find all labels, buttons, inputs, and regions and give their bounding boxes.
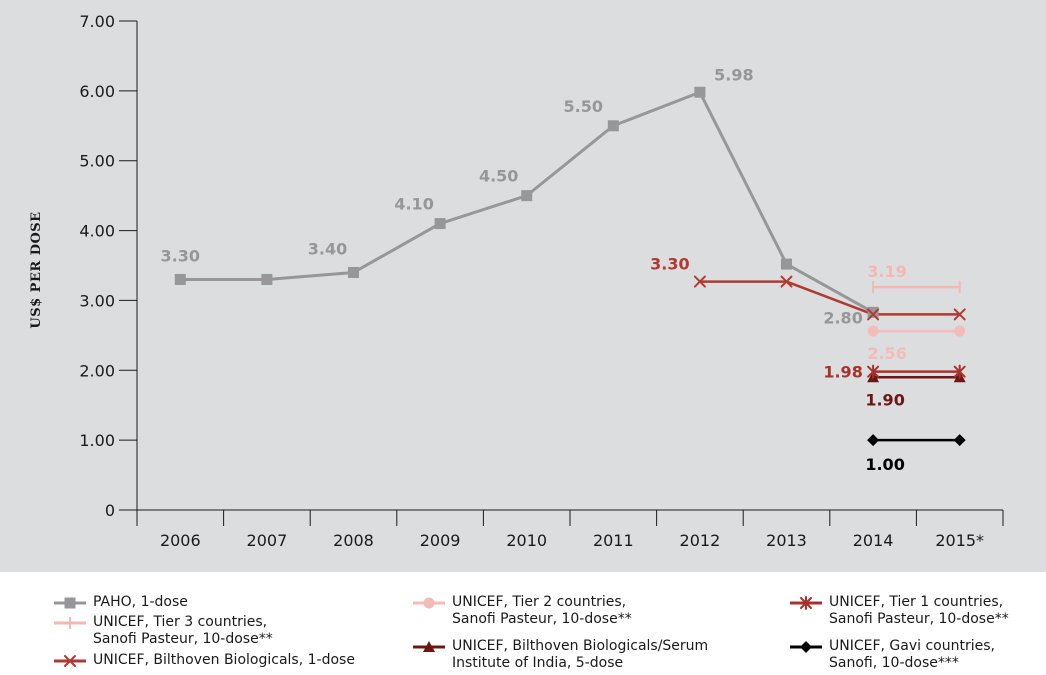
data-label: 5.50 — [564, 97, 603, 116]
x-tick-label: 2013 — [766, 531, 807, 550]
legend-item-unicef-bilthoven-serum-5-dose: UNICEF, Bilthoven Biologicals/Serum Inst… — [412, 638, 708, 672]
line-chart: 0 1.00 2.00 3.00 4.00 5.00 6.00 7.00 2006 2007 200… — [29, 12, 1004, 550]
legend-item-unicef-gavi: UNICEF, Gavi countries, Sanofi, 10-dose*… — [789, 638, 995, 672]
legend-label: PAHO, 1-dose — [93, 594, 188, 610]
legend-item-unicef-tier-2: UNICEF, Tier 2 countries, Sanofi Pasteur… — [412, 594, 632, 628]
data-point-marker — [953, 308, 966, 321]
legend-swatch-group — [413, 597, 445, 609]
x-stroke — [780, 275, 793, 288]
y-tick-label: 3.00 — [79, 291, 115, 310]
data-label: 3.30 — [650, 255, 689, 274]
legend-label: UNICEF, Gavi countries, Sanofi, 10-dose*… — [829, 638, 995, 671]
legend-swatch — [54, 655, 86, 667]
legend-item-unicef-tier-3: UNICEF, Tier 3 countries, Sanofi Pasteur… — [53, 614, 273, 648]
data-point-marker — [953, 364, 966, 379]
x-tick-label: 2012 — [680, 531, 721, 550]
legend-swatch — [413, 597, 445, 609]
legend-label: UNICEF, Bilthoven Biologicals/Serum Inst… — [452, 638, 709, 671]
x-tick-label: 2009 — [420, 531, 461, 550]
data-point-marker — [800, 596, 812, 610]
data-label: 1.90 — [865, 390, 904, 409]
data-point-marker — [434, 218, 446, 230]
x-tick-label: 2015* — [935, 531, 984, 550]
y-tick-label: 0 — [105, 501, 115, 520]
data-label: 3.30 — [161, 246, 200, 265]
data-label: 1.00 — [865, 455, 904, 474]
x-stroke — [953, 308, 966, 321]
data-label: 5.98 — [714, 65, 753, 84]
data-label: 2.80 — [823, 308, 862, 327]
data-point-marker — [607, 120, 619, 132]
data-point-marker — [64, 597, 76, 609]
legend-swatch-group — [54, 655, 86, 667]
data-point-marker — [954, 325, 966, 337]
data-point-marker — [174, 273, 186, 285]
data-point-marker — [423, 597, 435, 609]
data-label: 3.19 — [867, 262, 906, 281]
legend-swatch — [54, 597, 86, 609]
y-tick-label: 1.00 — [79, 431, 115, 450]
series-markers — [174, 86, 966, 447]
data-point-marker — [867, 434, 880, 447]
data-point-marker — [64, 655, 76, 667]
legend-label: UNICEF, Bilthoven Biologicals, 1-dose — [93, 652, 355, 668]
y-tick-label: 2.00 — [79, 361, 115, 380]
y-tick-label: 7.00 — [79, 12, 115, 31]
legend-swatch — [413, 641, 445, 652]
data-point-marker — [693, 275, 706, 288]
legend-swatch-group — [54, 617, 86, 629]
data-labels: 3.30 3.40 4.10 4.50 5.50 5.98 2.80 3.19 3.30 2.56… — [161, 65, 907, 474]
x-tick-label: 2007 — [247, 531, 288, 550]
legend-swatch-group — [54, 597, 86, 609]
x-tick-label: 2011 — [593, 531, 634, 550]
legend-item-paho-1-dose: PAHO, 1-dose — [53, 594, 188, 612]
x-stroke — [693, 275, 706, 288]
legend-swatch-group — [413, 641, 445, 652]
data-label: 1.98 — [823, 363, 862, 382]
data-point-marker — [261, 273, 273, 285]
x-tick-label: 2010 — [506, 531, 547, 550]
x-stroke — [867, 308, 880, 321]
legend-swatch — [790, 641, 822, 653]
series-line — [180, 90, 874, 314]
data-point-marker — [348, 266, 359, 278]
y-tick-label: 5.00 — [79, 152, 115, 171]
data-point-marker — [867, 308, 880, 321]
legend-swatch — [790, 596, 822, 610]
x-tick-label: 2008 — [333, 531, 374, 550]
series-line — [699, 280, 960, 316]
data-point-marker — [423, 641, 435, 652]
data-point-marker — [780, 275, 793, 288]
legend-swatch — [54, 617, 86, 629]
data-label: 2.56 — [867, 344, 906, 363]
data-point-marker — [521, 190, 533, 202]
legend-label: UNICEF, Tier 2 countries, Sanofi Pasteur… — [452, 594, 632, 627]
x-tick-label: 2014 — [853, 531, 894, 550]
data-point-marker — [781, 258, 792, 270]
data-point-marker — [867, 306, 879, 318]
legend-swatch-group — [790, 641, 822, 653]
x-tick-label: 2006 — [160, 531, 201, 550]
data-label: 3.40 — [308, 239, 347, 258]
x-stroke — [64, 655, 76, 667]
data-label: 4.10 — [394, 195, 433, 214]
axes: 0 1.00 2.00 3.00 4.00 5.00 6.00 7.00 2006 2007 200… — [79, 12, 1004, 550]
legend-item-unicef-tier-1: UNICEF, Tier 1 countries, Sanofi Pasteur… — [789, 594, 1009, 628]
data-point-marker — [867, 364, 880, 379]
series-lines — [180, 90, 960, 442]
data-label: 4.50 — [479, 167, 518, 186]
legend-label: UNICEF, Tier 3 countries, Sanofi Pasteur… — [93, 614, 273, 647]
data-point-marker — [867, 325, 879, 337]
legend-item-unicef-bilthoven-1-dose: UNICEF, Bilthoven Biologicals, 1-dose — [53, 652, 355, 670]
data-point-marker — [694, 86, 706, 98]
legend-label: UNICEF, Tier 1 countries, Sanofi Pasteur… — [829, 594, 1009, 627]
legend-swatch-group — [790, 596, 822, 610]
y-axis-title: US$ PER DOSE — [29, 211, 44, 328]
data-point-marker — [953, 434, 966, 447]
chart-panel — [0, 0, 1046, 572]
data-point-marker — [800, 641, 812, 653]
y-tick-label: 6.00 — [79, 82, 115, 101]
y-tick-label: 4.00 — [79, 222, 115, 241]
legend: PAHO, 1-dose UNICEF, Tier 3 countries, S… — [0, 572, 1046, 675]
